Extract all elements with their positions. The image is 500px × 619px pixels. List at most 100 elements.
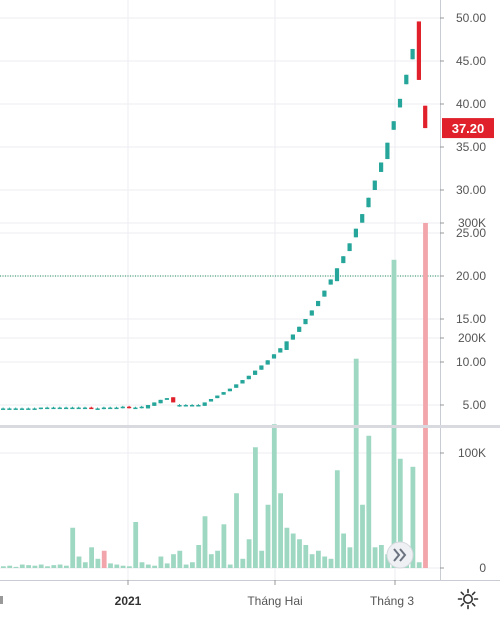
volume-bar <box>164 563 170 568</box>
candle-body <box>234 384 239 388</box>
volume-bar <box>297 539 302 568</box>
candle-body <box>70 407 75 410</box>
candle <box>397 98 403 108</box>
price-tick-label: 35.00 <box>456 140 486 154</box>
candle-body <box>51 407 56 410</box>
candle-body <box>416 21 421 80</box>
price-tick-label: 40.00 <box>456 97 486 111</box>
candle <box>183 404 188 407</box>
candle-body <box>76 407 81 410</box>
volume-bar <box>51 565 57 568</box>
volume-bar <box>423 223 428 568</box>
candle-body <box>215 395 220 399</box>
price-tick-label: 50.00 <box>456 11 486 25</box>
volume-bar <box>353 358 359 568</box>
volume-bar <box>259 550 265 568</box>
candle-body <box>221 392 226 395</box>
time-tick-label: Tháng Hai <box>247 594 302 608</box>
candle <box>360 214 365 223</box>
candle <box>127 405 132 409</box>
volume-bar <box>120 565 126 568</box>
volume-bar <box>290 533 296 568</box>
candle <box>334 268 340 282</box>
candle-body <box>391 121 396 130</box>
volume-bar <box>7 565 13 568</box>
candle <box>259 365 264 370</box>
candle-body <box>133 407 138 410</box>
candle <box>32 407 37 410</box>
candle-body <box>284 341 289 350</box>
candle-body <box>385 142 390 160</box>
candle <box>290 334 295 340</box>
candle-body <box>190 405 195 407</box>
candle <box>120 405 125 409</box>
candle-body <box>410 48 415 60</box>
candle-body <box>372 180 377 190</box>
volume-tick-label: 0 <box>479 561 486 575</box>
candle <box>215 395 220 399</box>
candle <box>82 406 88 410</box>
candle-body <box>290 334 295 340</box>
candle <box>353 228 358 238</box>
volume-bar <box>309 554 315 568</box>
candle <box>391 121 396 130</box>
candle-body <box>158 399 163 404</box>
candle <box>221 392 226 395</box>
candle <box>246 375 251 380</box>
candle-body <box>366 197 371 208</box>
candle <box>303 319 308 325</box>
candle-body <box>253 370 258 375</box>
candle-body <box>278 348 283 353</box>
volume-bar <box>234 493 239 568</box>
candle <box>13 407 18 410</box>
volume-bar <box>303 545 309 568</box>
candle <box>89 406 94 410</box>
candle-body <box>164 398 169 400</box>
volume-bar <box>265 504 271 568</box>
candle-body <box>196 405 201 407</box>
volume-bar <box>215 550 220 568</box>
pane-separator <box>0 425 500 428</box>
candle <box>309 310 314 316</box>
volume-bar <box>385 554 391 568</box>
candle-body <box>108 407 113 410</box>
volume-bar <box>410 466 416 568</box>
axes <box>0 0 500 585</box>
volume-bar <box>227 564 233 568</box>
candle <box>38 407 43 410</box>
candle <box>366 197 371 208</box>
time-axis-labels: 2021 Tháng Hai Tháng 3 <box>0 594 414 608</box>
double-chevron-right-icon <box>393 548 407 562</box>
candle <box>372 180 377 190</box>
volume-bar <box>347 547 353 568</box>
volume-bar <box>139 562 145 568</box>
candle-body <box>89 407 94 410</box>
scroll-to-realtime-button[interactable] <box>386 541 414 569</box>
volume-bar <box>284 527 290 568</box>
price-candles <box>1 21 428 410</box>
volume-bar <box>221 524 227 568</box>
settings-gear-icon[interactable] <box>457 588 479 610</box>
candle-body <box>271 354 277 359</box>
candle <box>265 360 270 365</box>
candle-body <box>259 365 264 370</box>
candle <box>379 162 384 172</box>
candle <box>45 406 50 410</box>
volume-bar <box>397 458 403 568</box>
candle <box>253 370 258 375</box>
volume-bar <box>114 564 120 568</box>
candle-body <box>297 326 302 332</box>
candle-body <box>7 408 12 410</box>
candle <box>26 407 31 410</box>
candle <box>227 388 232 392</box>
candle-body <box>202 402 207 406</box>
candle <box>284 341 289 350</box>
time-axis-fragment <box>0 596 3 604</box>
candle-body <box>101 407 106 410</box>
candle <box>76 406 81 410</box>
candle <box>177 404 182 407</box>
candle-body <box>334 268 340 282</box>
candle <box>240 380 245 384</box>
volume-bar <box>253 447 258 568</box>
